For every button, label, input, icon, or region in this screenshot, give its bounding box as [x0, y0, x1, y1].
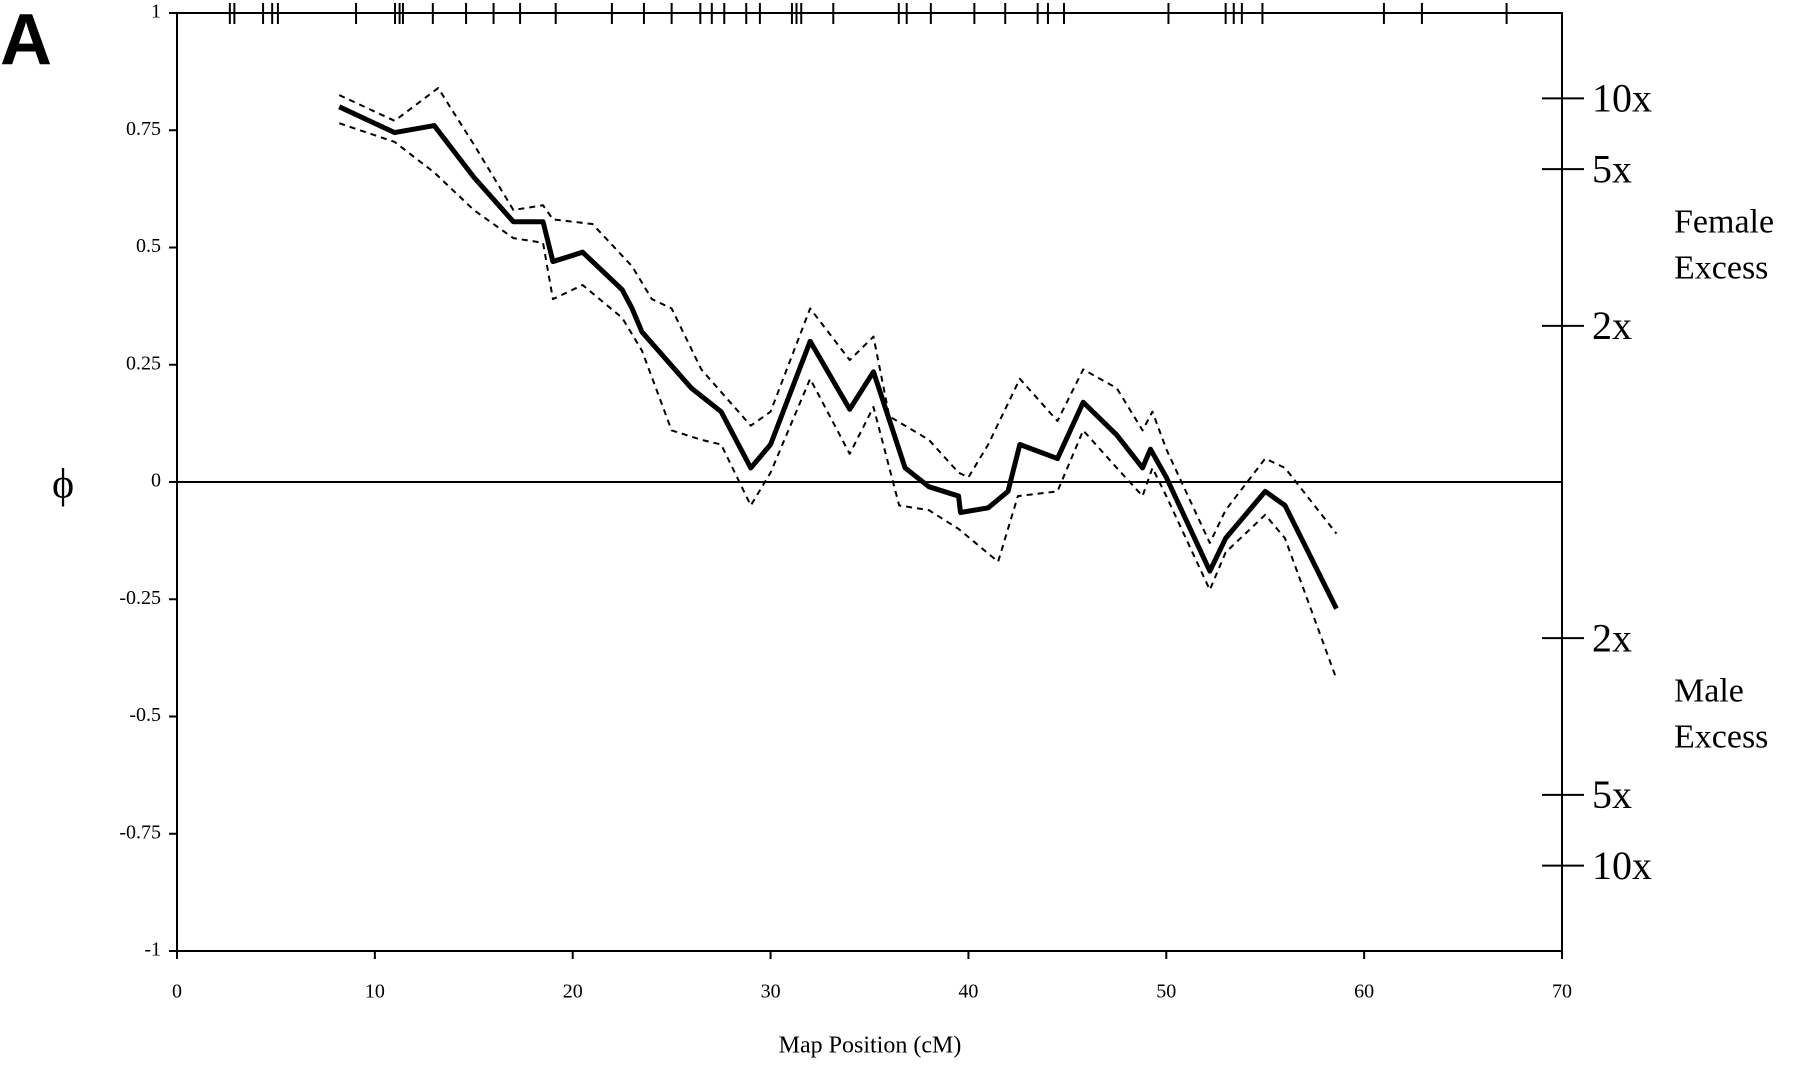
y-tick-label: -1	[144, 939, 161, 961]
y-tick-label: -0.5	[129, 704, 161, 726]
y-tick-label: 0.5	[136, 235, 161, 257]
x-tick-label: 40	[958, 981, 978, 1003]
annotation: Excess	[1674, 249, 1768, 286]
y2-tick-label: 2x	[1592, 303, 1632, 348]
series-line	[338, 87, 1338, 544]
y-axis-label: ϕ	[52, 462, 74, 508]
x-tick-label: 20	[563, 981, 583, 1003]
y2-tick-label: 10x	[1592, 843, 1652, 888]
x-tick-label: 60	[1354, 981, 1374, 1003]
panel-label: A	[0, 0, 52, 80]
y-tick-label: -0.75	[119, 821, 161, 843]
x-tick-label: 10	[365, 981, 385, 1003]
x-tick-label: 0	[172, 981, 182, 1003]
annotation: Excess	[1674, 718, 1768, 755]
series-line	[338, 104, 1339, 610]
annotation: Male	[1674, 672, 1744, 709]
y-tick-label: 0	[151, 470, 161, 492]
x-tick-label: 30	[761, 981, 781, 1003]
series-line	[338, 122, 1338, 680]
y2-tick-label: 10x	[1592, 76, 1652, 121]
y-tick-label: -0.25	[119, 587, 161, 609]
x-tick-label: 70	[1552, 981, 1572, 1003]
y2-tick-label: 2x	[1592, 615, 1632, 660]
y-tick-label: 0.25	[126, 352, 161, 374]
y2-tick-label: 5x	[1592, 772, 1632, 817]
y-tick-label: 0.75	[126, 118, 161, 140]
annotation: Female	[1674, 203, 1774, 240]
x-axis-label: Map Position (cM)	[779, 1033, 962, 1059]
x-tick-label: 50	[1156, 981, 1176, 1003]
y2-tick-label: 5x	[1592, 146, 1632, 191]
y-tick-label: 1	[151, 1, 161, 23]
